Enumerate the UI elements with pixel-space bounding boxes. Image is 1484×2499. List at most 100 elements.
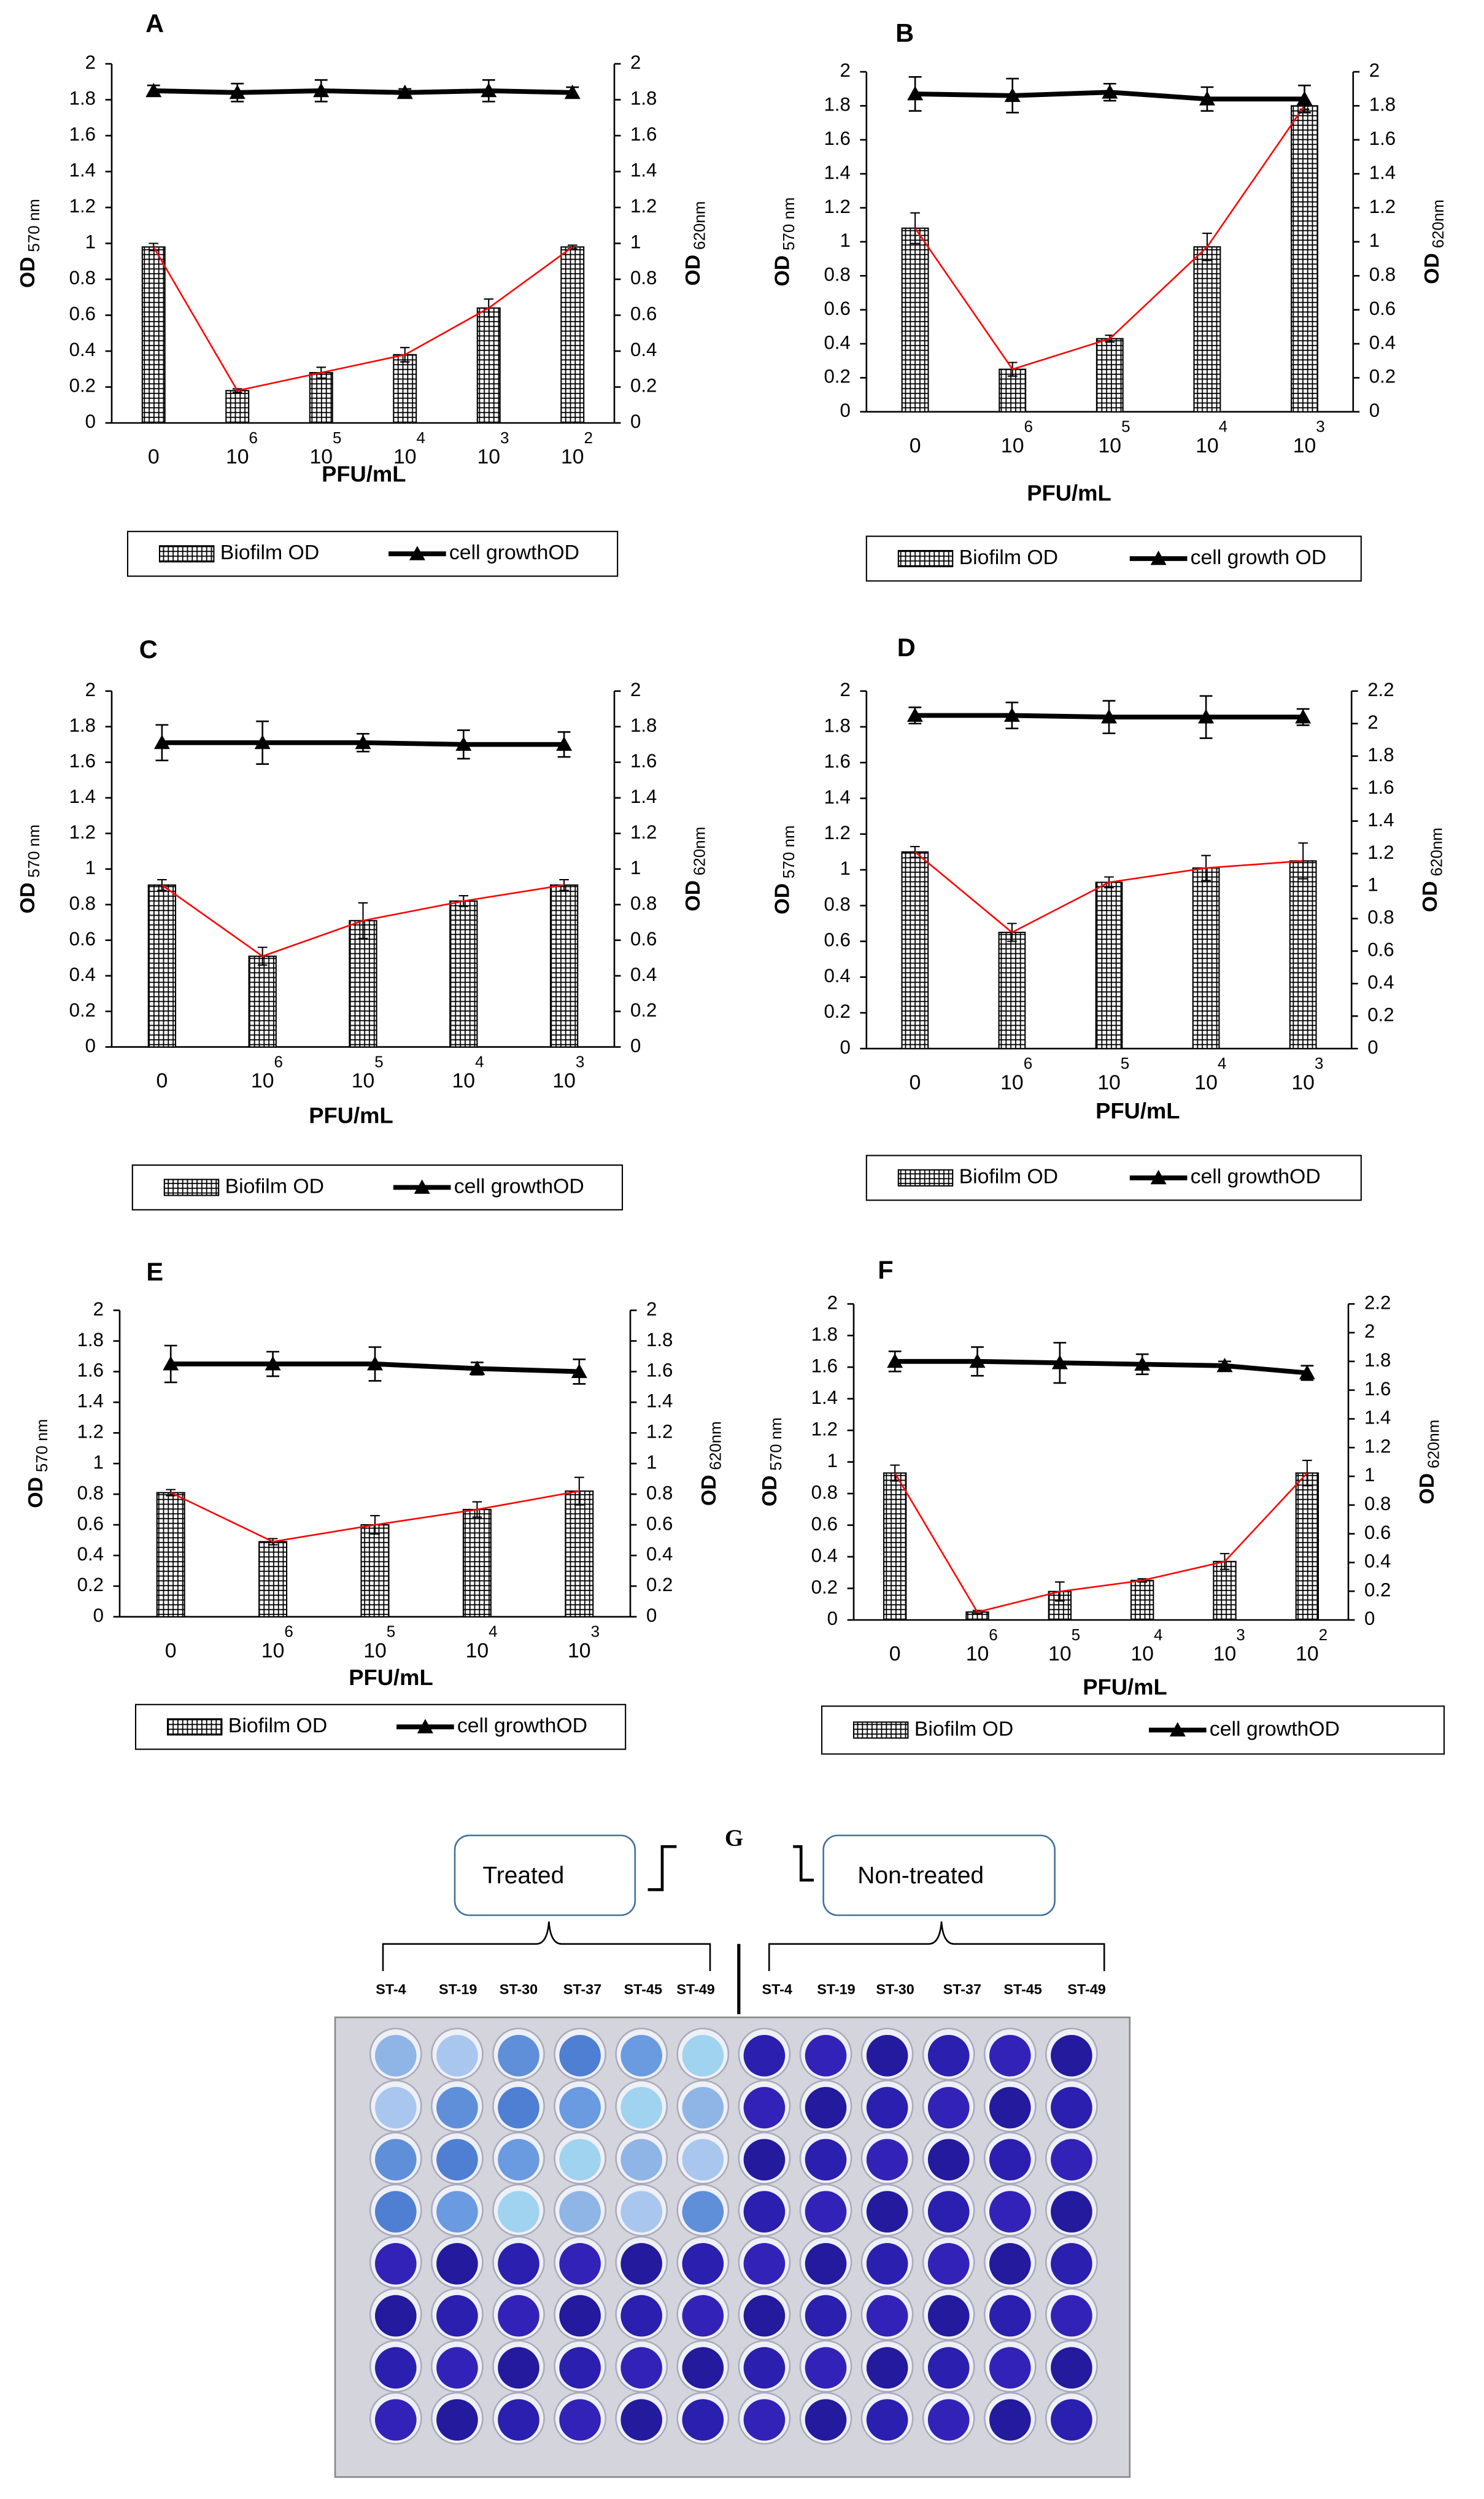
axis-label-main: OD — [1420, 253, 1443, 284]
well-fill — [375, 2399, 417, 2441]
well-fill — [805, 2034, 847, 2077]
x-tick-label: 10 — [363, 1639, 387, 1662]
bar — [349, 920, 377, 1048]
y2-tick-label: 2 — [630, 52, 641, 73]
x-axis-label: PFU/mL — [349, 1665, 433, 1690]
y-tick-label: 2 — [840, 60, 850, 81]
x-tick-label: 10 — [1293, 434, 1316, 457]
y2-tick-label: 0 — [1364, 1608, 1375, 1629]
legend-marker — [1169, 1722, 1186, 1737]
y-tick-label: 0.2 — [69, 375, 96, 397]
y2-tick-label: 1.4 — [646, 1390, 673, 1412]
line-marker — [469, 1360, 485, 1375]
y-tick-label: 0.8 — [824, 264, 850, 285]
line-marker — [1299, 1365, 1315, 1379]
error-bar — [1302, 1459, 1312, 1487]
y2-tick-label: 1.8 — [1367, 744, 1394, 765]
legend-label: Biofilm OD — [220, 541, 319, 564]
y2-tick-label: 1.8 — [1369, 94, 1396, 115]
y-tick-label: 1.2 — [824, 196, 850, 217]
y-tick-label: 1.8 — [69, 715, 96, 736]
y2-tick-label: 1.2 — [630, 821, 657, 843]
chart-title: D — [897, 633, 916, 662]
well-fill — [682, 2191, 724, 2233]
y-tick-label: 1 — [827, 1450, 838, 1471]
y-tick-label: 0.4 — [824, 965, 850, 986]
y-tick-label: 1.6 — [824, 128, 850, 149]
axis-label: OD 620nm — [697, 1421, 724, 1506]
bar — [309, 372, 333, 424]
well-fill — [620, 2191, 663, 2233]
y-tick-label: 1.6 — [811, 1355, 838, 1376]
axis-label: OD 620nm — [681, 201, 708, 286]
bar — [360, 1524, 390, 1618]
y2-tick-label: 2 — [646, 1298, 657, 1320]
x-tick-label: 10 — [568, 1639, 591, 1662]
x-tick-label: 10 — [466, 1639, 489, 1662]
y-tick-label: 0.8 — [811, 1481, 838, 1503]
chart: F 0 0.2 0.4 0.6 0.8 1 1.2 1.4 1.6 1.8 2 0 0.2 0.4 0.6 0.… — [758, 1255, 1445, 1755]
y2-tick-label: 2 — [630, 679, 641, 700]
x-axis-label: PFU/mL — [1027, 481, 1111, 506]
x-tick-label: 10 — [1097, 1071, 1121, 1094]
column-label: ST-49 — [676, 1981, 714, 1997]
bar — [1048, 1590, 1072, 1621]
y-tick-label: 1.2 — [69, 195, 96, 217]
axis-label-main: OD — [681, 255, 705, 286]
chart: B 0 0.2 0.4 0.6 0.8 1 1.2 1.4 1.6 1.8 2 0 0.2 0.4 0.6 0.… — [771, 18, 1447, 582]
y2-tick-label: 0.8 — [1367, 907, 1394, 928]
well-fill — [436, 2086, 478, 2129]
well-fill — [989, 2399, 1031, 2441]
well-fill — [989, 2191, 1031, 2233]
line-marker — [906, 707, 923, 722]
y2-tick-label: 0.4 — [1367, 972, 1394, 993]
y-tick-label: 1 — [85, 231, 96, 253]
x-tick-exponent: 3 — [500, 428, 509, 447]
well-fill — [498, 2139, 539, 2181]
well-fill — [375, 2034, 417, 2077]
y-tick-label: 1.8 — [811, 1323, 838, 1345]
bar — [147, 884, 177, 1048]
y2-tick-label: 0 — [630, 1035, 641, 1056]
x-tick-exponent: 3 — [1236, 1625, 1245, 1644]
y-tick-label: 1.6 — [69, 750, 96, 772]
bar — [1289, 860, 1317, 1050]
x-tick-label: 10 — [1001, 434, 1024, 457]
y-tick-label: 1.4 — [811, 1387, 838, 1408]
line-marker — [254, 734, 271, 750]
bar-trend-line — [914, 851, 1304, 934]
well-fill — [805, 2347, 847, 2389]
well-fill — [743, 2139, 786, 2181]
y2-tick-label: 0.6 — [630, 928, 657, 950]
chart-title: C — [139, 635, 158, 664]
axis-label-main: OD — [771, 255, 794, 287]
bar — [462, 1509, 492, 1618]
y2-tick-label: 0.2 — [630, 375, 657, 397]
legend-label: cell growthOD — [457, 1714, 587, 1737]
legend-label: Biofilm OD — [914, 1717, 1013, 1740]
y2-tick-label: 1.2 — [1367, 842, 1394, 863]
well-fill — [1051, 2191, 1092, 2233]
y-tick-label: 1.2 — [824, 822, 850, 843]
well-fill — [559, 2295, 601, 2337]
well-fill — [375, 2295, 417, 2337]
y2-tick-label: 0.8 — [630, 267, 657, 289]
axis-label-main: OD — [697, 1474, 721, 1506]
bar — [393, 354, 417, 424]
y2-tick-label: 1 — [630, 857, 641, 878]
brace — [768, 1921, 1105, 1971]
x-tick-label: 10 — [1130, 1642, 1154, 1665]
y2-tick-label: 1.2 — [1369, 196, 1396, 217]
well-fill — [682, 2086, 724, 2129]
x-axis-label: PFU/mL — [309, 1103, 393, 1128]
axis-label-main: OD — [1415, 1473, 1439, 1505]
x-tick-label: 10 — [477, 445, 500, 468]
y-tick-label: 0.4 — [811, 1544, 838, 1566]
legend-swatch — [163, 1179, 220, 1196]
bar — [560, 246, 585, 424]
legend-swatch — [897, 549, 954, 568]
column-label: ST-30 — [876, 1981, 914, 1997]
legend-marker — [1150, 1169, 1167, 1185]
line-marker — [1004, 87, 1021, 103]
legend-swatch — [852, 1721, 909, 1739]
